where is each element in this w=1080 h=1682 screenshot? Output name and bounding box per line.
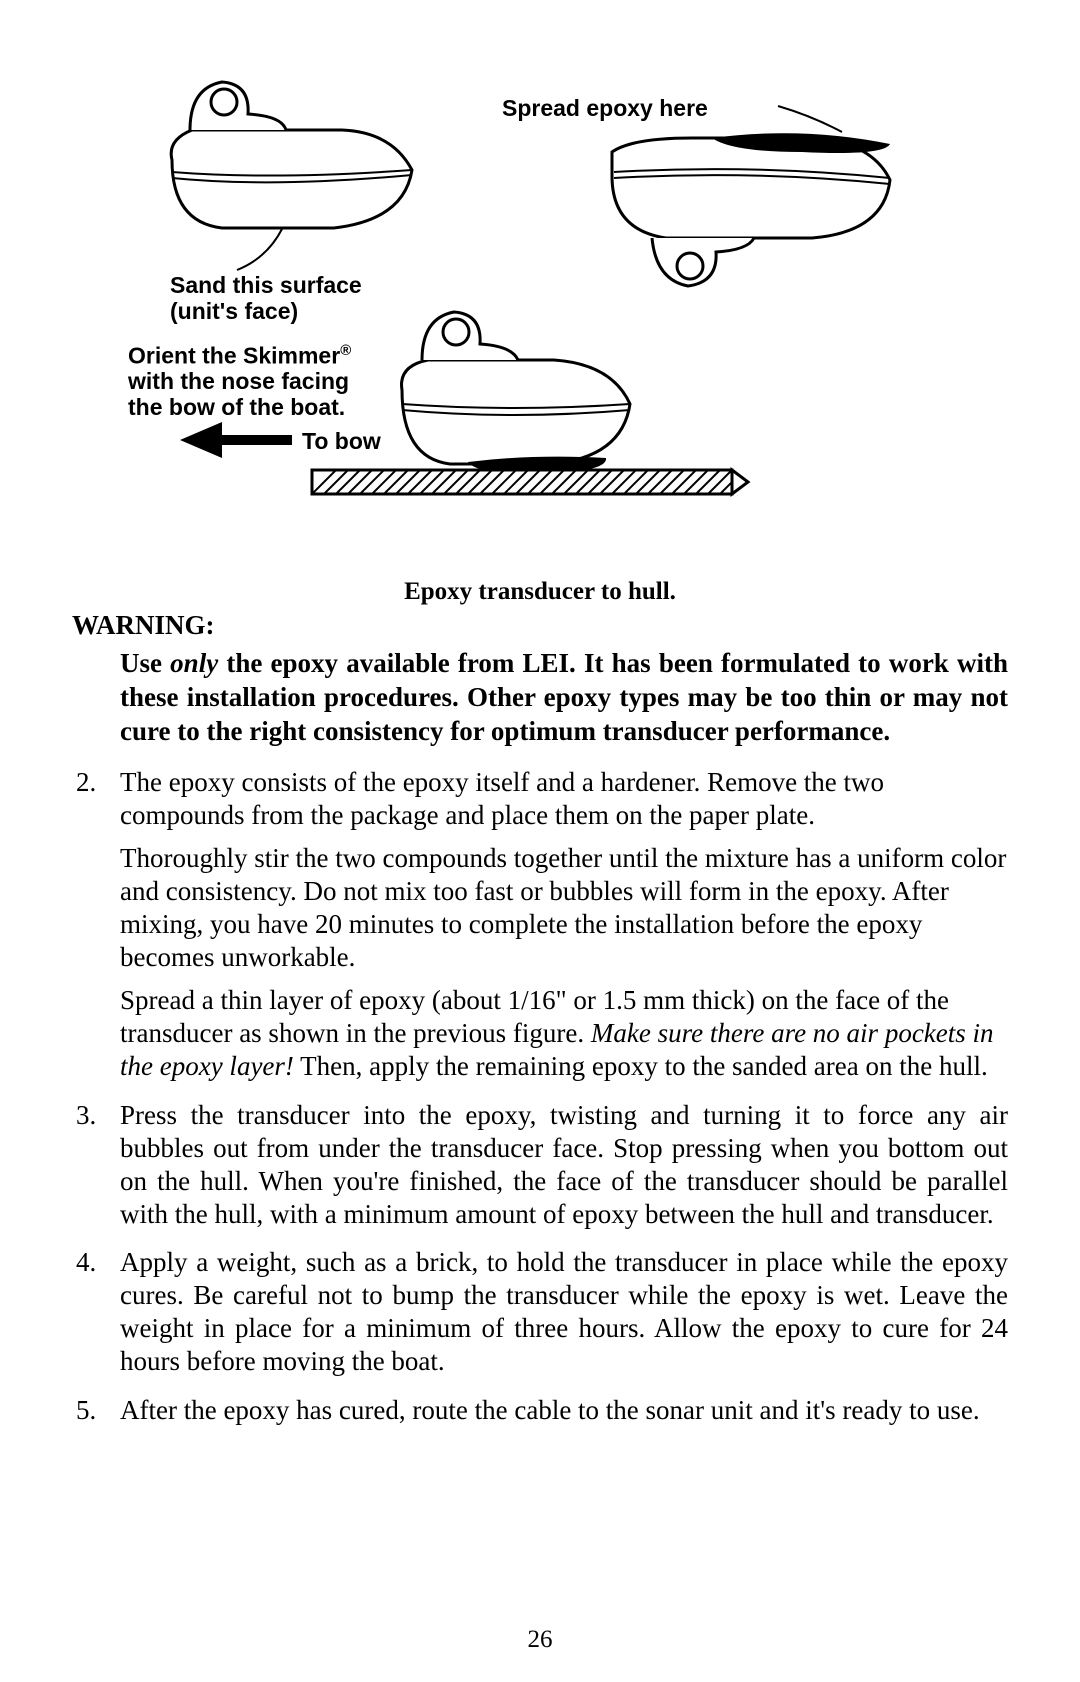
step-2-p2: Thoroughly stir the two compounds togeth… (120, 842, 1008, 974)
step-4-number: 4. (76, 1246, 96, 1279)
hull-hatch (312, 470, 748, 494)
transducer-left (171, 82, 412, 270)
step-2-p3: Spread a thin layer of epoxy (about 1/16… (120, 984, 1008, 1083)
step-2-number: 2. (76, 766, 96, 799)
transducer-bottom (180, 312, 630, 474)
warning-em: only (170, 648, 218, 678)
instruction-list: 2. The epoxy consists of the epoxy itsel… (72, 766, 1008, 1427)
step-5-text: After the epoxy has cured, route the cab… (120, 1394, 1008, 1427)
step-3-number: 3. (76, 1099, 96, 1132)
page-number: 26 (0, 1626, 1080, 1654)
warning-body: Use only the epoxy available from LEI. I… (120, 647, 1008, 748)
step-2-p3-post: Then, apply the remaining epoxy to the s… (294, 1051, 988, 1081)
step-5: 5. After the epoxy has cured, route the … (72, 1394, 1008, 1427)
warning-heading: WARNING: (72, 610, 1008, 641)
step-4: 4. Apply a weight, such as a brick, to h… (72, 1246, 1008, 1378)
step-3: 3. Press the transducer into the epoxy, … (72, 1099, 1008, 1231)
warning-pre: Use (120, 648, 170, 678)
step-3-text: Press the transducer into the epoxy, twi… (120, 1099, 1008, 1231)
manual-page: Spread epoxy here Sand this surface (uni… (0, 0, 1080, 1682)
step-5-number: 5. (76, 1394, 96, 1427)
figure-svg (72, 60, 1008, 540)
step-4-text: Apply a weight, such as a brick, to hold… (120, 1246, 1008, 1378)
warning-post: the epoxy available from LEI. It has bee… (120, 648, 1008, 746)
figure-area: Spread epoxy here Sand this surface (uni… (72, 60, 1008, 570)
figure-caption: Epoxy transducer to hull. (72, 578, 1008, 606)
step-2-p1: The epoxy consists of the epoxy itself a… (120, 766, 1008, 832)
transducer-right (612, 106, 890, 286)
step-2: 2. The epoxy consists of the epoxy itsel… (72, 766, 1008, 1082)
